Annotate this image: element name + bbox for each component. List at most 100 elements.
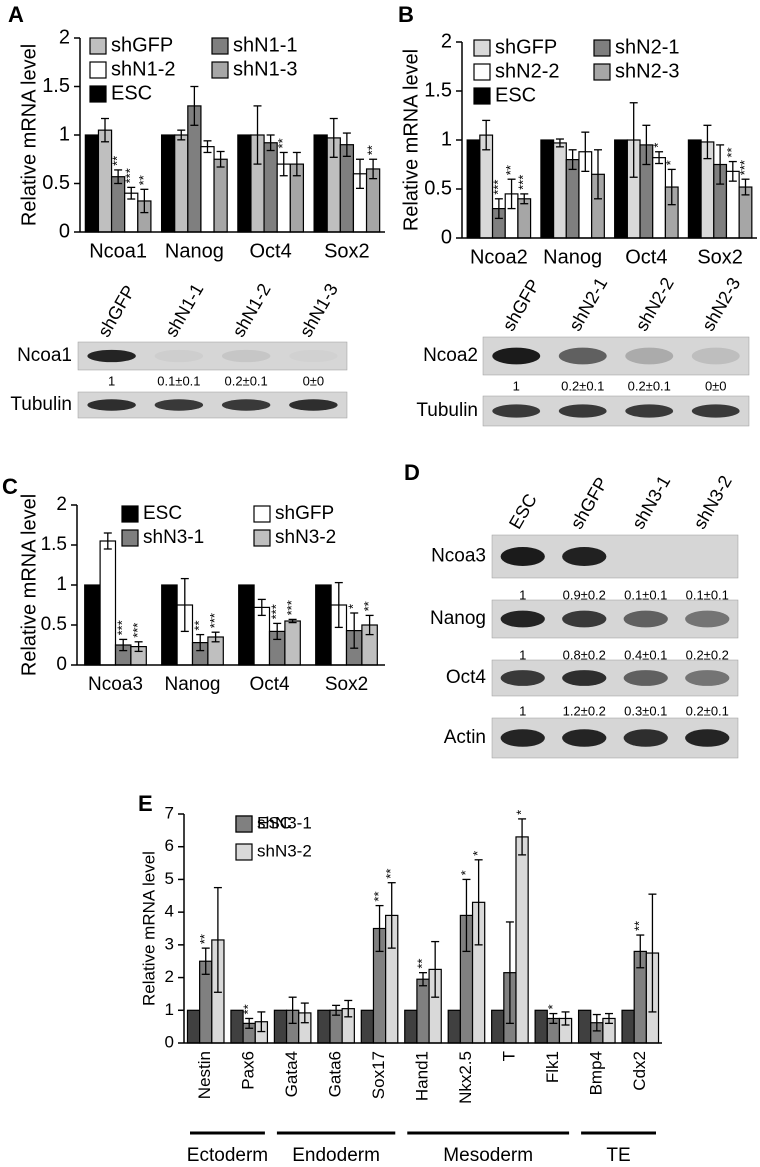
y-tick-label: 3 [165,934,174,953]
bar [99,540,117,666]
significance: *** [123,168,138,183]
legend-label: shN1-2 [111,58,175,80]
y-axis-title: Relative mRNA level [139,851,158,1006]
blot-band [87,399,136,411]
bar [515,836,529,1044]
significance: ** [361,601,376,611]
bar [84,134,100,233]
bar [317,1009,331,1044]
error-bar [604,1012,613,1025]
y-axis-title: Relative mRNA level [18,44,40,226]
error-bar [568,149,577,171]
error-bar [253,105,262,165]
error-bar [520,193,529,205]
quantification: 0.1±0.1 [686,587,729,602]
error-bar [279,151,288,177]
blot-row-label: Nanog [430,608,486,629]
x-tick-label: Oct4 [625,246,667,268]
significance: ** [110,156,125,166]
blot-band [154,399,204,411]
blot-row-label: Ncoa3 [431,546,486,567]
bar [491,1009,505,1044]
lane-label: shN1-3 [296,280,342,340]
quantification: 1 [519,703,526,718]
bar [200,146,215,233]
lane-label: shGFP [94,282,139,341]
blot-band [87,349,136,363]
y-tick-label: 0.5 [424,177,452,199]
panel-label: B [398,2,414,27]
blot-band [289,399,338,411]
bar [161,584,178,666]
blot-band [562,670,607,686]
significance: ** [365,145,380,155]
bar [284,620,301,666]
error-bar [101,117,110,143]
x-tick-label: Nanog [543,246,602,268]
x-tick-label: Sox17 [369,1051,388,1099]
quantification: 1.2±0.2 [563,703,606,718]
error-bar [648,893,657,1013]
significance: *** [269,604,284,619]
error-bar [180,577,189,633]
legend-label: shN2-2 [495,60,559,82]
x-tick-label: Ncoa3 [88,674,143,695]
x-tick-label: Gata6 [326,1051,345,1097]
significance: *** [737,160,752,175]
significance: *** [115,620,130,635]
blot-row-label: Ncoa1 [17,345,72,366]
bar [174,134,189,233]
panel-label: E [138,791,153,816]
error-bar [334,581,343,629]
error-bar [273,622,282,641]
legend-label: ESC [257,813,292,832]
legend-swatch [235,843,253,861]
legend-label: ESC [143,503,182,524]
error-bar [134,641,143,653]
bar [652,157,667,239]
legend-swatch [473,39,491,57]
lane-label: shN3-1 [628,472,674,532]
significance: ** [724,147,739,157]
error-bar [127,186,136,200]
y-axis-title: Relative mRNA level [18,494,40,676]
error-bar [355,158,364,190]
blot-band [500,729,545,747]
error-bar [507,178,516,210]
legend-swatch [211,61,229,79]
error-bar [300,1002,309,1024]
y-tick-label: 0.5 [42,172,70,194]
x-tick-label: Ncoa1 [89,240,147,262]
blot-band [221,399,271,411]
error-bar [329,117,338,158]
lane-label: shN3-2 [690,472,736,532]
error-bar [375,904,384,953]
group-label: Endoderm [292,1145,380,1166]
legend-swatch [121,529,139,547]
error-bar [703,124,712,160]
bar [186,1009,201,1044]
error-bar [140,188,149,214]
blot-row-label: Ncoa2 [423,345,478,366]
y-tick-label: 1.5 [424,79,452,101]
y-tick-label: 1.5 [41,534,67,555]
bar [534,1009,548,1044]
error-bar [350,612,359,649]
bar [213,158,228,233]
error-bar [716,144,725,185]
lane-label: shGFP [567,474,612,533]
blot-band [623,729,668,747]
bar [687,139,702,239]
quantification: 0±0 [705,378,727,393]
blot-band [625,404,674,418]
error-bar [292,151,301,177]
blot-row-label: Oct4 [446,667,487,688]
error-bar [518,818,527,856]
significance: * [650,143,665,148]
error-bar [216,150,225,168]
panel-label: A [8,2,24,27]
y-tick-label: 1.5 [42,75,70,97]
error-bar [266,134,275,152]
legend-swatch [473,87,491,105]
quantification: 0±0 [303,373,325,388]
